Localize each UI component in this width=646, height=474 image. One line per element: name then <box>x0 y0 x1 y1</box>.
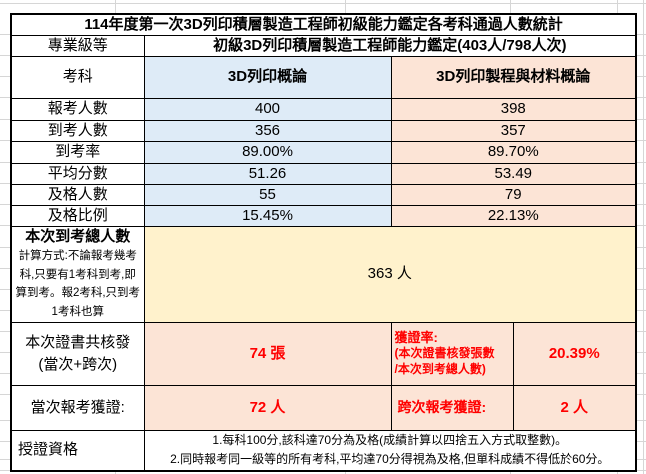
qualification-notes: 1.每科100分,該科達70分為及格(成績計算以四捨五入方式取整數)。 2.同時… <box>143 429 637 472</box>
value-col1: 15.45% <box>143 204 392 227</box>
value-col2: 79 <box>390 183 637 206</box>
current-cross-row: 當次報考獲證: 72 人 跨次報考獲證: 2 人 <box>10 384 637 431</box>
subject-materials-header: 3D列印製程與材料概論 <box>390 55 637 99</box>
certificates-count: 74 張 <box>143 321 392 386</box>
level-value: 初級3D列印積層製造工程師能力鑑定(403人/798人次) <box>143 34 637 57</box>
value-col2: 22.13% <box>390 204 637 227</box>
current-session-label: 當次報考獲證: <box>10 384 145 431</box>
title-row: 114年度第一次3D列印積層製造工程師初級能力鑑定各考科通過人數統計 <box>10 13 637 36</box>
certificates-row: 本次證書共核發 (當次+跨次) 74 張 獲證率: (本次證書核發張數 /本次到… <box>10 321 637 386</box>
value-col1: 89.00% <box>143 140 392 164</box>
total-attended-label: 本次到考總人數 計算方式:不論報考幾考科,只要有1考科到考,即算到考。報2考科,… <box>10 225 145 323</box>
cross-session-value: 2 人 <box>512 384 637 431</box>
qualification-note-line1: 1.每科100分,該科達70分為及格(成績計算以四捨五入方式取整數)。 <box>212 433 568 448</box>
value-col2: 89.70% <box>390 140 637 164</box>
table-row-average-score: 平均分數 51.26 53.49 <box>10 162 637 185</box>
subject-label: 考科 <box>10 55 145 99</box>
statistics-table: 114年度第一次3D列印積層製造工程師初級能力鑑定各考科通過人數統計 專業級等 … <box>10 13 638 472</box>
value-col1: 356 <box>143 119 392 142</box>
value-col2: 53.49 <box>390 162 637 185</box>
spreadsheet-gridline-vertical <box>643 0 644 474</box>
level-label: 專業級等 <box>10 34 145 57</box>
certificates-label: 本次證書共核發 (當次+跨次) <box>10 321 145 386</box>
value-col1: 400 <box>143 97 392 121</box>
total-attended-row: 本次到考總人數 計算方式:不論報考幾考科,只要有1考科到考,即算到考。報2考科,… <box>10 225 637 323</box>
qualification-note-line2: 2.同時報考同一級等的所有考科,平均達70分得視為及格,但單科成績不得低於60分… <box>170 452 610 467</box>
total-attended-value: 363 人 <box>143 225 637 323</box>
spreadsheet-gridline-horizontal <box>0 3 646 4</box>
current-session-value: 72 人 <box>143 384 392 431</box>
certification-rate-label: 獲證率: (本次證書核發張數 /本次到考總人數) <box>390 321 514 386</box>
row-label: 及格比例 <box>10 204 145 227</box>
row-label: 到考率 <box>10 140 145 164</box>
row-label: 平均分數 <box>10 162 145 185</box>
subject-header-row: 考科 3D列印概論 3D列印製程與材料概論 <box>10 55 637 99</box>
certificates-label-line2: (當次+跨次) <box>38 355 118 373</box>
table-row-registered: 報考人數 400 398 <box>10 97 637 121</box>
table-row-attended: 到考人數 356 357 <box>10 119 637 142</box>
certification-rate-value: 20.39% <box>512 321 637 386</box>
value-col2: 398 <box>390 97 637 121</box>
certificates-label-line1: 本次證書共核發 <box>25 333 131 351</box>
qualification-row: 授證資格 1.每科100分,該科達70分為及格(成績計算以四捨五入方式取整數)。… <box>10 429 637 472</box>
cross-session-label: 跨次報考獲證: <box>390 384 514 431</box>
rate-label-line2: (本次證書核發張數 <box>394 346 495 361</box>
level-row: 專業級等 初級3D列印積層製造工程師能力鑑定(403人/798人次) <box>10 34 637 57</box>
row-label: 報考人數 <box>10 97 145 121</box>
table-row-pass-rate: 及格比例 15.45% 22.13% <box>10 204 637 227</box>
page-title: 114年度第一次3D列印積層製造工程師初級能力鑑定各考科通過人數統計 <box>10 13 637 36</box>
row-label: 到考人數 <box>10 119 145 142</box>
total-attended-note: 計算方式:不論報考幾考科,只要有1考科到考,即算到考。報2考科,只到考1考科也算 <box>15 250 141 318</box>
value-col2: 357 <box>390 119 637 142</box>
row-label: 及格人數 <box>10 183 145 206</box>
subject-intro-header: 3D列印概論 <box>143 55 392 99</box>
total-attended-title: 本次到考總人數 <box>25 227 131 245</box>
value-col1: 51.26 <box>143 162 392 185</box>
value-col1: 55 <box>143 183 392 206</box>
table-row-passed-count: 及格人數 55 79 <box>10 183 637 206</box>
rate-label-line3: /本次到考總人數) <box>394 362 486 377</box>
rate-label-line1: 獲證率: <box>394 330 438 346</box>
table-row-attendance-rate: 到考率 89.00% 89.70% <box>10 140 637 164</box>
qualification-label: 授證資格 <box>10 429 145 472</box>
